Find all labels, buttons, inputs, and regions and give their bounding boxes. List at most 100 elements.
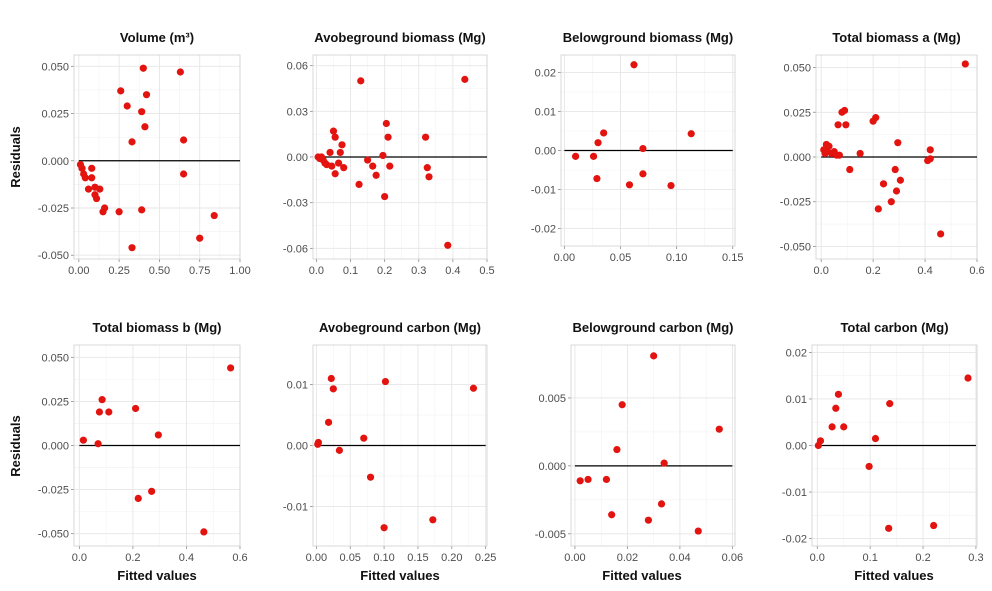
data-point bbox=[589, 152, 598, 160]
data-point bbox=[961, 60, 969, 68]
y-tick-label: 0.005 bbox=[538, 393, 566, 405]
data-point bbox=[324, 418, 333, 426]
y-tick-label: 0.050 bbox=[783, 63, 811, 75]
data-point bbox=[360, 434, 368, 442]
y-axis-title-row1: Residuals bbox=[8, 126, 23, 187]
data-point bbox=[874, 205, 882, 213]
data-point bbox=[593, 174, 601, 183]
y-tick-label: 0.06 bbox=[287, 61, 308, 73]
x-tick-label: 0.00 bbox=[68, 265, 89, 277]
data-point bbox=[98, 396, 106, 404]
x-tick-label: 0.15 bbox=[722, 252, 743, 264]
panel-title: Volume (m³) bbox=[120, 30, 194, 45]
data-point bbox=[834, 121, 842, 129]
x-tick-label: 0.1 bbox=[343, 265, 358, 277]
data-point bbox=[871, 434, 880, 443]
panel-title: Total biomass a (Mg) bbox=[832, 30, 960, 45]
y-tick-label: 0.050 bbox=[41, 352, 69, 364]
data-point bbox=[141, 123, 149, 131]
x-tick-label: 0.75 bbox=[189, 265, 210, 277]
data-point bbox=[369, 162, 377, 170]
panel-title: Total biomass b (Mg) bbox=[92, 320, 221, 335]
data-point bbox=[196, 234, 204, 242]
data-point bbox=[84, 185, 93, 193]
data-point bbox=[336, 148, 344, 157]
data-point bbox=[594, 139, 602, 147]
data-point bbox=[444, 241, 452, 249]
data-point bbox=[584, 475, 592, 484]
y-tick-label: -0.050 bbox=[38, 250, 69, 262]
y-tick-label: -0.01 bbox=[283, 501, 308, 513]
data-point bbox=[327, 374, 335, 383]
data-point bbox=[650, 352, 658, 360]
data-point bbox=[630, 61, 638, 69]
data-point bbox=[613, 445, 621, 454]
data-point bbox=[639, 144, 647, 153]
x-axis-title-col1: Fitted values bbox=[117, 568, 196, 583]
data-point bbox=[828, 423, 836, 431]
y-tick-label: 0.025 bbox=[41, 109, 69, 121]
data-point bbox=[334, 159, 343, 167]
data-point bbox=[338, 141, 346, 149]
data-point bbox=[885, 524, 893, 532]
data-point bbox=[329, 385, 337, 393]
data-point bbox=[926, 146, 934, 154]
y-tick-label: 0.000 bbox=[41, 441, 69, 453]
data-point bbox=[886, 400, 894, 408]
data-point bbox=[930, 521, 938, 530]
data-point bbox=[179, 170, 188, 178]
data-point bbox=[154, 431, 162, 439]
data-point bbox=[840, 106, 849, 115]
x-tick-label: 0.04 bbox=[669, 552, 690, 564]
y-tick-label: 0.03 bbox=[287, 106, 308, 118]
data-point bbox=[865, 462, 873, 471]
data-point bbox=[639, 170, 647, 178]
y-tick-label: 0.000 bbox=[783, 152, 811, 164]
panel-title: Avobeground biomass (Mg) bbox=[314, 30, 485, 45]
y-axis-title-row2: Residuals bbox=[8, 415, 23, 476]
data-point bbox=[660, 459, 668, 467]
y-tick-label: -0.06 bbox=[283, 243, 308, 255]
panel-4: 0.0 0.2 0.4 0.6 -0.050 -0.025 0.000 0.025 0.050 T… bbox=[780, 30, 985, 277]
data-point bbox=[625, 181, 634, 189]
data-point bbox=[894, 139, 902, 147]
y-tick-label: 0.000 bbox=[538, 461, 566, 473]
x-tick-label: 0.2 bbox=[125, 552, 140, 564]
panel-7: 0.00 0.02 0.04 0.06 -0.005 0.000 0.005 Belowgro… bbox=[535, 320, 743, 564]
data-point bbox=[840, 423, 848, 431]
data-point bbox=[887, 198, 895, 206]
data-point bbox=[694, 527, 702, 535]
data-point bbox=[139, 64, 147, 72]
data-point bbox=[856, 149, 864, 158]
data-point bbox=[96, 185, 104, 193]
x-tick-label: 0.00 bbox=[554, 252, 575, 264]
data-point bbox=[123, 102, 131, 110]
data-point bbox=[469, 384, 478, 392]
x-tick-label: 0.2 bbox=[377, 265, 392, 277]
x-tick-label: 0.06 bbox=[722, 552, 743, 564]
y-tick-label: 0.02 bbox=[786, 347, 807, 359]
data-point bbox=[357, 77, 365, 85]
x-tick-label: 0.50 bbox=[149, 265, 170, 277]
x-axis-title-col3: Fitted values bbox=[602, 568, 681, 583]
data-point bbox=[340, 164, 348, 172]
data-point bbox=[314, 438, 323, 447]
data-point bbox=[355, 180, 363, 189]
data-point bbox=[328, 162, 336, 170]
x-tick-label: 1.00 bbox=[229, 265, 250, 277]
data-point bbox=[715, 425, 723, 433]
data-point bbox=[326, 148, 334, 157]
data-point bbox=[891, 165, 899, 174]
x-tick-label: 0.0 bbox=[814, 265, 829, 277]
data-point bbox=[832, 404, 840, 412]
y-tick-label: -0.025 bbox=[780, 197, 811, 209]
panel-6: 0.00 0.05 0.10 0.15 0.20 0.25 -0.01 0.00 0.01 Avo… bbox=[283, 320, 496, 564]
data-point bbox=[227, 364, 235, 372]
data-point bbox=[128, 138, 136, 146]
x-tick-label: 0.4 bbox=[445, 265, 460, 277]
panel-title: Belowground biomass (Mg) bbox=[563, 30, 733, 45]
x-tick-label: 0.2 bbox=[915, 552, 930, 564]
data-point bbox=[425, 173, 433, 181]
data-point bbox=[81, 174, 89, 182]
